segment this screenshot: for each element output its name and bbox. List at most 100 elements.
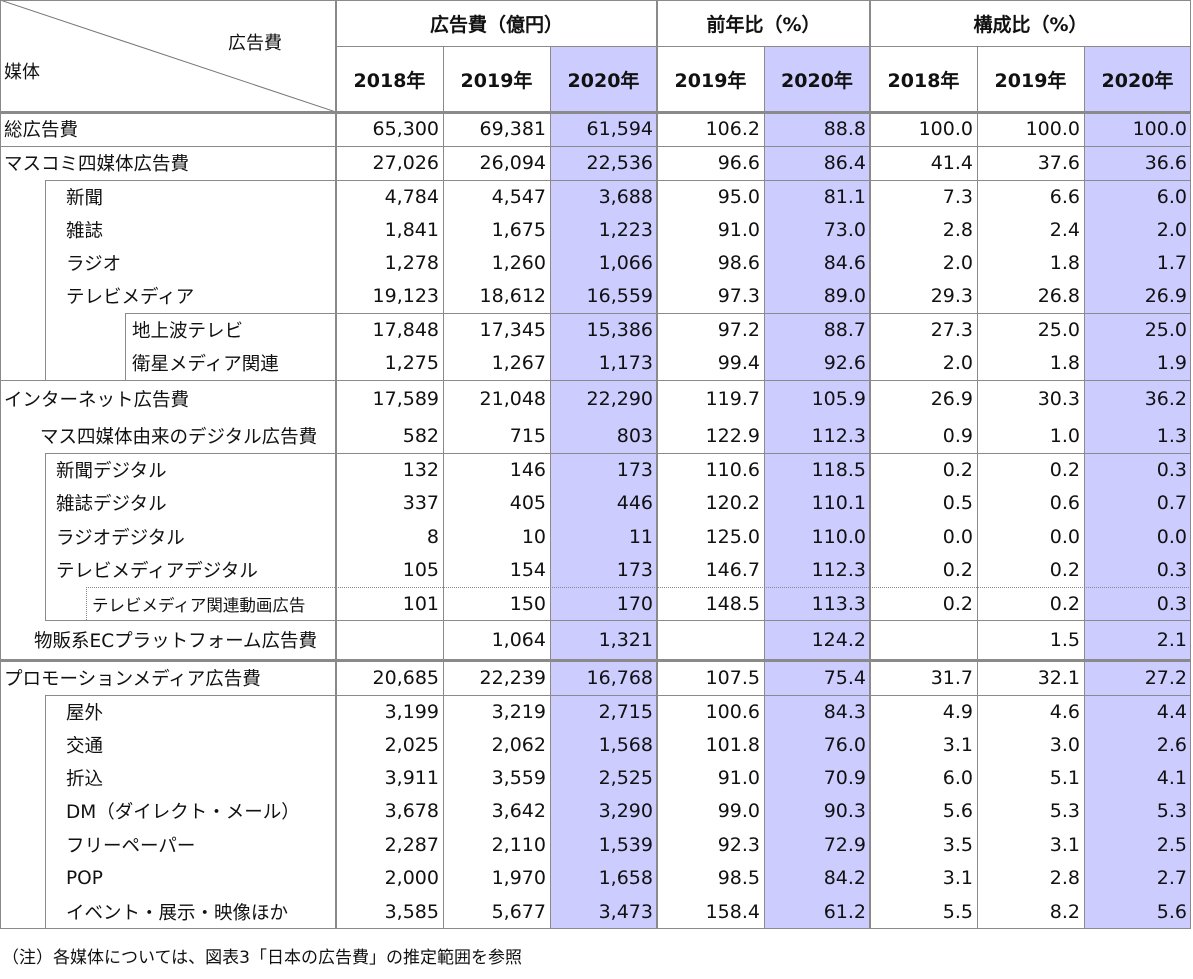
value-cell: 37.6	[1037, 152, 1080, 174]
value-cell: 89.0	[823, 285, 866, 307]
value-cell: 2.1	[1156, 629, 1187, 651]
value-cell: 715	[509, 424, 546, 447]
year-header: 2019年	[994, 69, 1067, 92]
value-cell: 27.3	[930, 318, 973, 341]
h-rule	[45, 453, 1191, 454]
value-cell: 2.5	[1156, 833, 1187, 856]
value-cell: 101	[402, 592, 439, 615]
value-cell: 105.9	[811, 388, 866, 410]
value-cell: 173	[616, 559, 653, 581]
value-cell: 3,219	[491, 700, 546, 723]
row-label: 交通	[66, 735, 104, 757]
value-cell: 98.6	[717, 251, 760, 274]
value-cell: 6.0	[942, 766, 973, 789]
value-cell: 2.4	[1049, 218, 1080, 241]
row-label: ラジオデジタル	[56, 527, 185, 549]
value-cell: 1,064	[491, 629, 546, 651]
value-cell: 27,026	[372, 152, 439, 174]
value-cell: 25.0	[1037, 318, 1080, 341]
value-cell: 2,062	[491, 733, 546, 756]
value-cell: 1,568	[598, 733, 653, 756]
year-header: 2019年	[460, 69, 533, 92]
value-cell: 337	[402, 492, 439, 514]
value-cell: 1.8	[1049, 352, 1080, 374]
row-label: 雑誌	[66, 220, 104, 242]
value-cell: 1.5	[1049, 629, 1080, 651]
value-cell: 5.6	[1156, 900, 1187, 923]
value-cell: 73.0	[823, 218, 866, 241]
value-cell: 18,612	[479, 285, 546, 307]
row-label: イベント・展示・映像ほか	[66, 902, 289, 924]
value-cell	[657, 620, 764, 660]
v-rule	[656, 0, 658, 929]
value-cell: 110.0	[811, 525, 866, 548]
value-cell: 15,386	[586, 318, 653, 341]
value-cell: 1.8	[1049, 251, 1080, 274]
value-cell: 17,345	[479, 318, 546, 341]
value-cell: 100.0	[1132, 118, 1187, 140]
value-cell: 2,025	[384, 733, 439, 756]
value-cell: 17,848	[372, 318, 439, 341]
value-cell: 0.2	[942, 592, 973, 615]
value-cell: 88.8	[823, 118, 866, 140]
value-cell: 2.0	[1156, 218, 1187, 241]
value-cell: 96.6	[717, 152, 760, 174]
value-cell: 3.1	[942, 733, 973, 756]
value-cell: 32.1	[1037, 666, 1080, 689]
h-rule	[0, 380, 1191, 381]
value-cell: 11	[628, 525, 653, 548]
year-header: 2020年	[567, 69, 640, 92]
year-header: 2020年	[781, 69, 853, 92]
value-cell: 1,260	[491, 251, 546, 274]
value-cell: 5,677	[491, 900, 546, 923]
row-label: DM（ダイレクト・メール）	[66, 802, 300, 823]
value-cell: 1,321	[598, 629, 653, 651]
value-cell: 16,768	[586, 666, 653, 689]
value-cell: 3,688	[598, 185, 653, 208]
value-cell: 1,970	[491, 867, 546, 889]
value-cell: 113.3	[811, 592, 866, 615]
value-cell: 100.0	[918, 118, 973, 140]
value-cell: 21,048	[479, 388, 546, 410]
value-cell: 1,278	[384, 251, 439, 274]
value-cell: 0.3	[1156, 592, 1187, 615]
v-rule	[869, 0, 871, 929]
value-cell: 2.0	[942, 251, 973, 274]
value-cell: 70.9	[823, 766, 866, 789]
v-rule	[764, 46, 765, 929]
value-cell: 8	[426, 525, 439, 548]
value-cell: 2.6	[1156, 733, 1187, 756]
value-cell: 4,547	[491, 185, 546, 208]
row-label: マス四媒体由来のデジタル広告費	[40, 426, 318, 448]
value-cell: 1,275	[384, 352, 439, 374]
value-cell: 0.0	[1156, 525, 1187, 548]
value-cell: 61.2	[823, 900, 866, 923]
value-cell: 92.3	[717, 833, 760, 856]
value-cell: 41.4	[930, 152, 973, 174]
year-header: 2020年	[1101, 69, 1174, 92]
value-cell: 803	[616, 424, 653, 447]
highlight-column-2020	[764, 46, 870, 928]
row-label: ラジオ	[66, 253, 122, 275]
row-label: 雑誌デジタル	[56, 494, 167, 515]
value-cell: 1,675	[491, 218, 546, 241]
v-rule	[45, 453, 46, 620]
value-cell: 16,559	[586, 285, 653, 307]
value-cell	[336, 620, 443, 660]
value-cell: 91.0	[717, 766, 760, 789]
h-rule	[336, 46, 1191, 47]
row-label: フリーペーパー	[66, 835, 196, 857]
value-cell: 170	[616, 592, 653, 615]
value-cell: 0.0	[1049, 525, 1080, 548]
value-cell: 7.3	[942, 185, 973, 208]
value-cell: 0.2	[1049, 458, 1080, 481]
value-cell: 1,539	[598, 833, 653, 856]
value-cell: 99.0	[717, 800, 760, 822]
row-label: テレビメディアデジタル	[56, 561, 258, 582]
v-rule	[1084, 46, 1085, 929]
value-cell: 4.4	[1156, 700, 1187, 723]
v-rule	[45, 695, 46, 928]
value-cell: 173	[616, 458, 653, 481]
value-cell: 101.8	[705, 733, 760, 756]
row-label: 衛星メディア関連	[132, 354, 279, 375]
